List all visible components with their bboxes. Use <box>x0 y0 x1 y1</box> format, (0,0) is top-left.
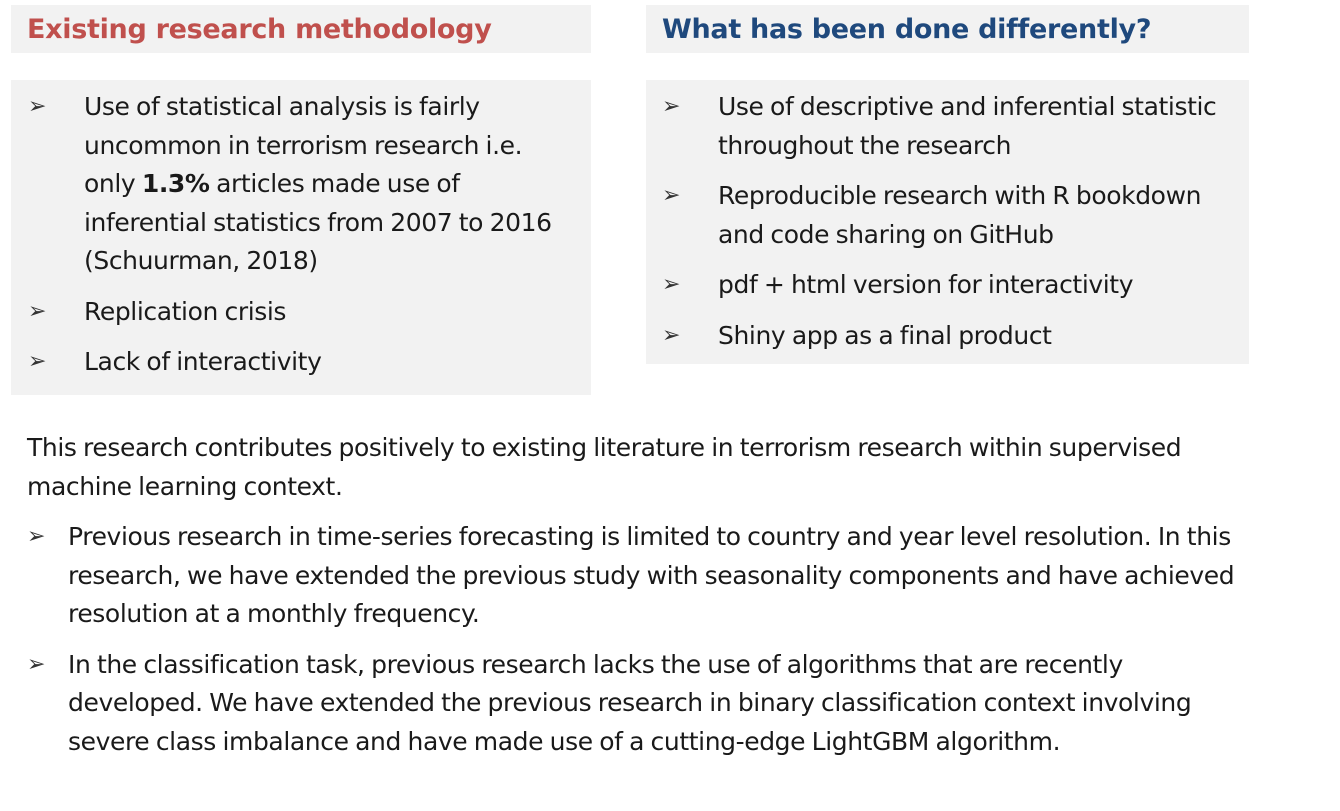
item-text: Lack of interactivity <box>84 347 322 376</box>
item-text: pdf + html version for interactivity <box>718 270 1134 299</box>
done-differently-panel: ➢ Use of descriptive and inferential sta… <box>646 80 1249 364</box>
list-item: ➢ Use of statistical analysis is fairly … <box>11 88 591 281</box>
list-item: ➢ pdf + html version for interactivity <box>646 266 1249 305</box>
done-differently-list: ➢ Use of descriptive and inferential sta… <box>646 88 1249 367</box>
arrow-bullet-icon: ➢ <box>662 94 681 119</box>
arrow-bullet-icon: ➢ <box>27 524 46 549</box>
list-item: ➢ Reproducible research with R bookdown … <box>646 177 1249 254</box>
done-differently-header: What has been done differently? <box>646 5 1249 53</box>
list-item: ➢ Shiny app as a final product <box>646 317 1249 356</box>
arrow-bullet-icon: ➢ <box>27 651 46 677</box>
item-text: Use of descriptive and inferential stati… <box>718 92 1217 160</box>
arrow-bullet-icon: ➢ <box>662 322 681 348</box>
item-text: Replication crisis <box>84 296 287 326</box>
list-item: ➢ Lack of interactivity <box>11 343 591 382</box>
arrow-bullet-icon: ➢ <box>662 272 681 297</box>
done-differently-title: What has been done differently? <box>662 13 1152 45</box>
arrow-bullet-icon: ➢ <box>28 298 47 324</box>
list-item: ➢ In the classification task, previous r… <box>0 646 1300 762</box>
existing-methodology-title: Existing research methodology <box>27 13 492 45</box>
item-text: In the classification task, previous res… <box>68 649 1192 756</box>
contribution-list: ➢ Previous research in time-series forec… <box>0 518 1300 773</box>
item-text-continued: articles made use of inferential statist… <box>84 169 552 275</box>
list-item: ➢ Use of descriptive and inferential sta… <box>646 88 1249 165</box>
item-emphasis: 1.3% <box>141 169 210 198</box>
item-text: Previous research in time-series forecas… <box>68 522 1235 628</box>
list-item: ➢ Previous research in time-series forec… <box>0 518 1300 634</box>
existing-methodology-panel: ➢ Use of statistical analysis is fairly … <box>11 80 591 395</box>
item-text: Reproducible research with R bookdown an… <box>718 181 1202 249</box>
existing-methodology-list: ➢ Use of statistical analysis is fairly … <box>11 88 591 394</box>
item-text: Use of statistical analysis is fairly un… <box>84 92 523 198</box>
existing-methodology-header: Existing research methodology <box>11 5 591 53</box>
contribution-summary: This research contributes positively to … <box>27 433 1182 501</box>
list-item: ➢ Replication crisis <box>11 293 591 332</box>
item-text: Shiny app as a final product <box>718 320 1052 350</box>
arrow-bullet-icon: ➢ <box>28 94 47 119</box>
arrow-bullet-icon: ➢ <box>662 183 681 208</box>
arrow-bullet-icon: ➢ <box>28 349 47 374</box>
